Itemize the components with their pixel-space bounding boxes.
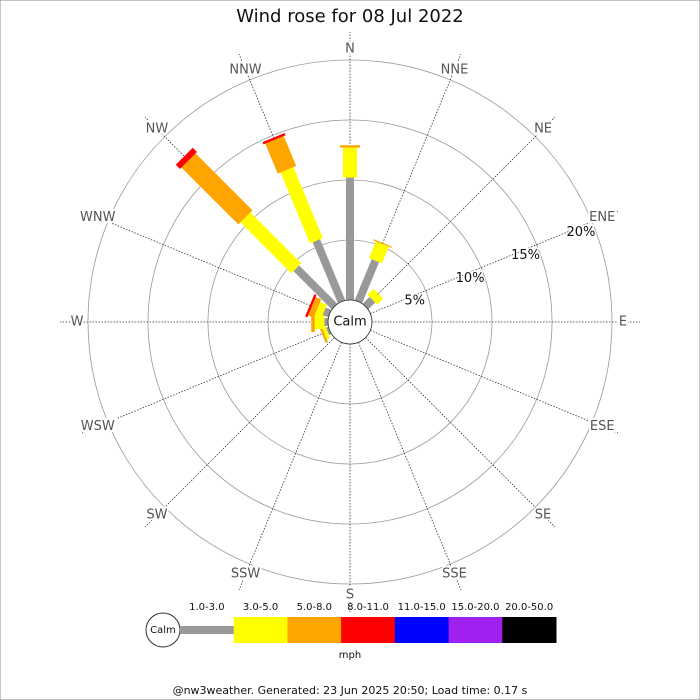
spoke xyxy=(365,337,556,528)
legend-swatch xyxy=(502,617,557,643)
legend-swatch xyxy=(341,617,396,643)
legend-label: 3.0-5.0 xyxy=(243,602,278,613)
legend-swatch xyxy=(287,617,342,643)
wind-bar xyxy=(354,259,380,304)
unit-label: mph xyxy=(339,650,361,661)
legend-swatch xyxy=(233,617,288,643)
legend-label: 11.0-15.0 xyxy=(398,602,446,613)
wind-bar xyxy=(340,145,360,148)
direction-label: NW xyxy=(146,121,169,136)
legend-swatch xyxy=(394,617,450,643)
ring-label: 15% xyxy=(511,248,540,263)
wind-bar xyxy=(308,296,322,318)
ring-label: 5% xyxy=(404,294,425,309)
wind-bar xyxy=(312,239,346,304)
ring-label: 10% xyxy=(456,271,485,286)
spoke xyxy=(144,337,335,528)
bars xyxy=(175,133,392,343)
legend-label: 15.0-20.0 xyxy=(451,602,499,613)
wind-bar xyxy=(324,318,328,326)
spoke xyxy=(81,210,330,314)
direction-label: ENE xyxy=(589,210,615,225)
spoke xyxy=(238,53,342,302)
direction-label: SSE xyxy=(442,567,467,582)
wind-bar xyxy=(265,135,297,174)
spoke xyxy=(365,116,556,307)
direction-label: W xyxy=(71,315,84,330)
direction-label: SSW xyxy=(231,567,261,582)
wind-bar xyxy=(314,315,325,329)
direction-label: ESE xyxy=(590,419,615,434)
legend-label: 5.0-8.0 xyxy=(297,602,332,613)
spoke xyxy=(81,330,330,434)
spoke xyxy=(370,210,619,314)
direction-label: WNW xyxy=(80,210,116,225)
direction-label: WSW xyxy=(81,419,115,434)
footer: @nw3weather. Generated: 23 Jun 2025 20:5… xyxy=(173,684,528,697)
legend-label: 1.0-3.0 xyxy=(189,602,224,613)
wind-bar xyxy=(325,326,332,336)
legend-calm-label: Calm xyxy=(150,625,176,636)
wind-bar xyxy=(314,302,327,318)
legend-swatch xyxy=(448,617,503,643)
direction-label: SE xyxy=(535,508,551,523)
wind-bar xyxy=(367,288,384,305)
direction-label: SW xyxy=(146,508,167,523)
foreground: 5% 10% 15% 20% N NNE NE ENE E ESE SE SSE S SSW SW WSW W W… xyxy=(69,40,629,648)
direction-label: NNE xyxy=(441,62,469,77)
legend-label: 8.0-11.0 xyxy=(347,602,389,613)
direction-label: S xyxy=(346,588,354,603)
legend-swatch xyxy=(180,626,235,634)
wind-bar xyxy=(293,265,338,310)
wind-bar xyxy=(362,296,376,310)
spoke xyxy=(144,116,335,307)
wind-bar xyxy=(240,212,302,274)
chart-title: Wind rose for 08 Jul 2022 xyxy=(236,6,464,27)
direction-label: N xyxy=(345,42,355,57)
spoke xyxy=(370,330,619,434)
wind-bar xyxy=(373,239,392,248)
wind-bar xyxy=(280,167,323,244)
wind-bar xyxy=(175,147,197,169)
wind-bar xyxy=(343,147,357,178)
spoke xyxy=(358,53,462,302)
wind-bar xyxy=(346,177,354,300)
calm-circle xyxy=(327,299,373,345)
direction-label: NNW xyxy=(229,62,261,77)
wind-bar xyxy=(181,153,253,225)
direction-label: NE xyxy=(534,121,552,136)
direction-label: E xyxy=(619,315,627,330)
wind-bar xyxy=(368,241,389,264)
legend-label: 20.0-50.0 xyxy=(505,602,553,613)
spoke xyxy=(238,342,342,591)
ring-label: 20% xyxy=(567,225,596,240)
wind-bar xyxy=(262,133,286,145)
wind-bar xyxy=(305,294,317,318)
spoke xyxy=(358,342,462,591)
calm-label: Calm xyxy=(333,315,366,330)
